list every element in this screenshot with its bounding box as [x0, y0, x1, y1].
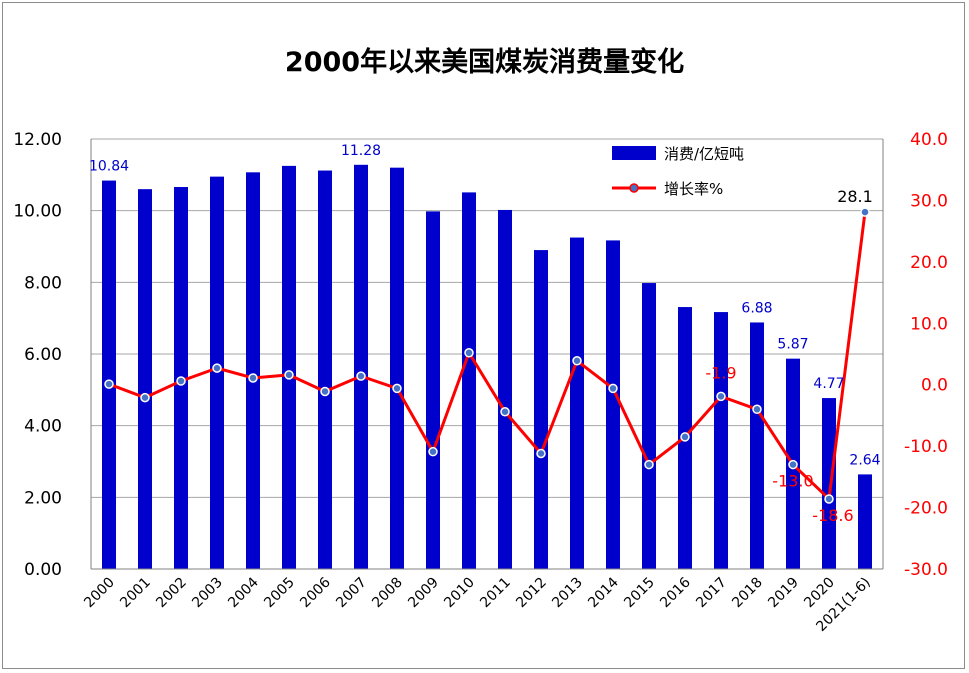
y-left-tick-label: 2.00 — [24, 488, 62, 508]
line-data-label: -18.6 — [812, 506, 853, 525]
x-tick-label: 2018 — [729, 575, 766, 612]
line-data-label: -13.0 — [772, 472, 813, 491]
x-tick-label: 2002 — [153, 575, 190, 612]
y-right-tick-label: 30.0 — [910, 191, 948, 211]
line-series — [104, 207, 870, 504]
bar — [750, 322, 764, 569]
bar — [282, 165, 296, 569]
legend: 消费/亿短吨 增长率% — [612, 145, 744, 198]
line-point — [356, 371, 366, 381]
x-tick-label: 2001 — [117, 575, 154, 612]
x-tick-label: 2008 — [369, 575, 406, 612]
line-data-label: 28.1 — [837, 187, 873, 206]
line-point — [500, 406, 510, 417]
x-tick-label: 2007 — [333, 575, 370, 612]
bar — [498, 209, 512, 569]
grid-layer — [91, 138, 883, 570]
line-point — [320, 386, 330, 397]
x-tick-label: 2015 — [621, 575, 658, 612]
bar-data-label: 5.87 — [777, 337, 808, 353]
line-point — [464, 348, 474, 358]
line-point — [752, 404, 762, 415]
bar — [426, 211, 440, 569]
bar-data-label: 6.88 — [741, 300, 772, 316]
line-point — [824, 494, 834, 504]
line-point — [860, 207, 870, 217]
bar-data-label: 11.28 — [341, 143, 381, 159]
x-tick-label: 2017 — [693, 575, 730, 612]
legend-bar-swatch — [612, 146, 656, 160]
y-right-tick-label: 10.0 — [910, 314, 948, 334]
x-tick-label: 2006 — [297, 574, 334, 611]
bar — [318, 170, 332, 570]
bar — [858, 474, 872, 569]
y-left-tick-label: 10.00 — [13, 202, 62, 222]
bar-data-label: 10.84 — [89, 159, 129, 175]
line-data-label: -1.9 — [705, 363, 736, 382]
x-tick-label: 2016 — [657, 574, 694, 611]
line-point — [248, 373, 258, 383]
bar — [642, 283, 656, 569]
y-right-tick-label: -20.0 — [904, 499, 948, 519]
x-tick-label: 2013 — [549, 575, 586, 612]
y-left-tick-label: 4.00 — [24, 417, 62, 437]
x-tick-label: 2012 — [513, 575, 550, 612]
bar — [606, 240, 620, 570]
y-right-tick-label: -30.0 — [904, 560, 948, 580]
bar — [246, 172, 260, 569]
bar — [570, 237, 584, 569]
bar — [390, 167, 404, 569]
line-point — [392, 383, 402, 394]
y-right-tick-label: -10.0 — [904, 437, 948, 457]
x-tick-label: 2014 — [585, 574, 622, 611]
y-left-tick-label: 8.00 — [24, 273, 62, 293]
bar — [354, 164, 368, 570]
line-point — [536, 448, 546, 459]
bar — [102, 180, 116, 570]
bar — [534, 250, 548, 570]
line-point — [104, 379, 114, 389]
x-tick-label: 2009 — [405, 575, 442, 612]
chart-title: 2000年以来美国煤炭消费量变化 — [284, 47, 685, 78]
line-point — [572, 356, 582, 366]
line-point — [608, 383, 618, 394]
y-right-tick-label: 0.0 — [921, 376, 948, 396]
bar-data-label: 4.77 — [813, 376, 844, 392]
line-point — [176, 376, 186, 386]
y-right-tick-label: 20.0 — [910, 253, 948, 273]
bar — [822, 398, 836, 569]
y-right-tick-label: 40.0 — [910, 130, 948, 150]
x-tick-label: 2011 — [477, 575, 514, 612]
growth-line — [108, 211, 867, 501]
bar — [138, 189, 152, 569]
line-point — [428, 446, 438, 457]
line-point — [644, 459, 654, 470]
line-point — [140, 392, 150, 403]
x-tick-label: 2004 — [225, 574, 262, 611]
axes: 0.00 2.00 4.00 6.00 8.00 10.00 12.00 -30.0 -20.0… — [13, 130, 948, 635]
line-point — [680, 432, 690, 442]
line-point — [284, 370, 294, 380]
data-labels: 10.84 11.28 6.88 5.87 4.77 2.64 -1.9 -13.0 -18.6… — [89, 143, 881, 525]
x-tick-label: 2005 — [261, 575, 298, 612]
legend-bar-label: 消费/亿短吨 — [664, 145, 744, 163]
line-point — [788, 459, 798, 470]
x-tick-label: 2003 — [189, 575, 226, 612]
line-point — [716, 391, 726, 402]
x-tick-label: 2019 — [765, 575, 802, 612]
bar-data-label: 2.64 — [849, 452, 880, 468]
line-point — [212, 363, 222, 373]
legend-line-label: 增长率% — [664, 180, 723, 198]
y-left-tick-label: 0.00 — [24, 560, 62, 580]
legend-line-marker — [629, 183, 639, 193]
y-left-tick-label: 12.00 — [13, 130, 62, 150]
y-left-tick-label: 6.00 — [24, 345, 62, 365]
bar-series — [102, 164, 872, 570]
x-tick-label: 2010 — [441, 575, 478, 612]
bar — [714, 312, 728, 569]
x-tick-label: 2000 — [81, 575, 118, 612]
bar — [462, 192, 476, 569]
